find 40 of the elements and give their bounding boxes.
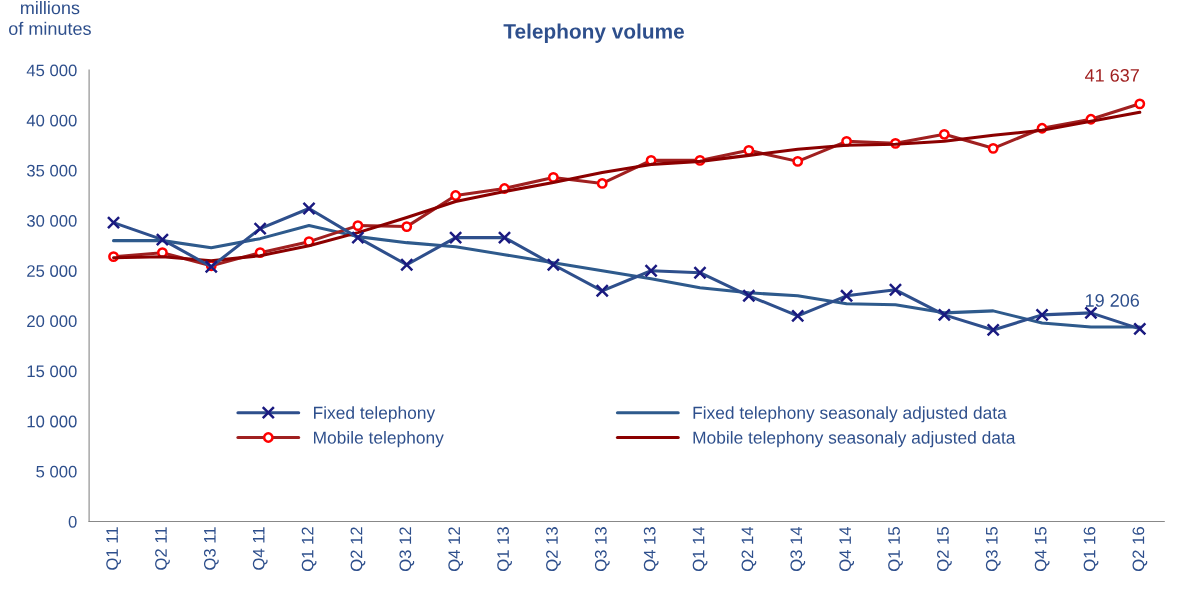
x-tick-label: Q3 12 xyxy=(399,527,415,571)
y-tick-label: 40 000 xyxy=(26,114,77,127)
y-tick-label: 45 000 xyxy=(26,64,77,77)
x-tick-label: Q1 13 xyxy=(497,527,512,571)
x-tick-label: Q2 12 xyxy=(350,527,366,571)
legend-label: Mobile telephony xyxy=(314,431,444,448)
x-tick-label: Q1 14 xyxy=(692,526,708,571)
x-tick-label: Q2 11 xyxy=(155,527,170,570)
y-tick-label: 35 000 xyxy=(26,164,77,177)
chart-title: Telephony volume xyxy=(503,23,684,43)
x-tick-label: Q3 11 xyxy=(203,527,219,570)
x-tick-label: Q4 15 xyxy=(1034,527,1050,571)
y-tick-label: 20 000 xyxy=(27,315,77,328)
x-tick-label: Q3 14 xyxy=(790,526,806,571)
x-tick-label: Q1 15 xyxy=(888,527,903,571)
x-tick-label: Q1 12 xyxy=(301,527,317,571)
y-tick-label: 25 000 xyxy=(27,265,77,277)
y-tick-label: 15 000 xyxy=(27,365,77,378)
x-tick-label: Q4 11 xyxy=(252,527,268,570)
y-tick-label: 10 000 xyxy=(27,415,77,428)
x-tick-label: Q1 16 xyxy=(1083,527,1099,571)
x-tick-label: Q4 13 xyxy=(643,527,659,571)
legend-label: Mobile telephony seasonaly adjusted data xyxy=(693,431,1016,448)
y-tick-label: 30 000 xyxy=(26,214,77,227)
x-tick-label: Q2 15 xyxy=(937,527,952,571)
y-tick-label: 5 000 xyxy=(36,465,77,478)
legend-label: Fixed telephony seasonaly adjusted data xyxy=(693,406,1007,423)
x-tick-label: Q3 13 xyxy=(594,527,610,571)
x-tick-label: Q4 12 xyxy=(448,527,464,571)
x-tick-label: Q2 16 xyxy=(1132,527,1148,571)
annotation: 19 206 xyxy=(1085,294,1140,307)
x-tick-label: Q2 13 xyxy=(546,527,561,571)
x-tick-label: Q3 15 xyxy=(985,527,1001,571)
x-tick-label: Q1 11 xyxy=(106,527,121,570)
legend-label: Fixed telephony xyxy=(314,406,436,423)
x-tick-label: Q2 14 xyxy=(741,526,757,571)
annotation: 41 637 xyxy=(1085,69,1139,82)
x-tick-label: Q4 14 xyxy=(839,526,855,571)
y-axis-title: millions of minutes xyxy=(9,1,91,36)
y-tick-label: 0 xyxy=(68,515,77,528)
